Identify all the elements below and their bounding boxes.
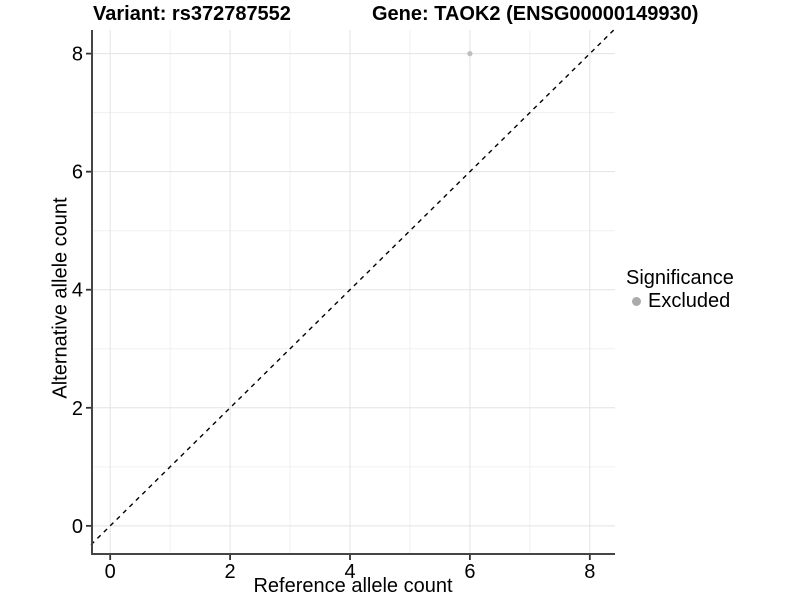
y-tick-label: 0 (72, 516, 83, 538)
x-axis-title: Reference allele count (253, 575, 453, 597)
legend-title: Significance (626, 267, 734, 289)
y-tick-label: 4 (72, 280, 83, 302)
x-tick-label: 2 (225, 561, 236, 583)
legend-item-excluded: Excluded (626, 291, 734, 312)
y-tick-label: 6 (72, 162, 83, 184)
y-tick-label: 8 (72, 44, 83, 66)
legend: Significance Excluded (626, 268, 734, 312)
legend-item-label: Excluded (648, 290, 731, 312)
y-axis-title: Alternative allele count (49, 197, 72, 399)
x-tick-label: 6 (464, 561, 475, 583)
identity-dashed-line (90, 29, 615, 546)
y-tick-label: 2 (72, 398, 83, 420)
data-point (467, 51, 473, 57)
plot-title-variant: Variant: rs372787552 (93, 3, 291, 25)
x-tick-label: 8 (584, 561, 595, 583)
x-tick-label: 0 (105, 561, 116, 583)
legend-dot-icon (632, 297, 641, 306)
x-tick-label: 4 (344, 561, 355, 583)
plot-title-gene: Gene: TAOK2 (ENSG00000149930) (372, 3, 699, 25)
